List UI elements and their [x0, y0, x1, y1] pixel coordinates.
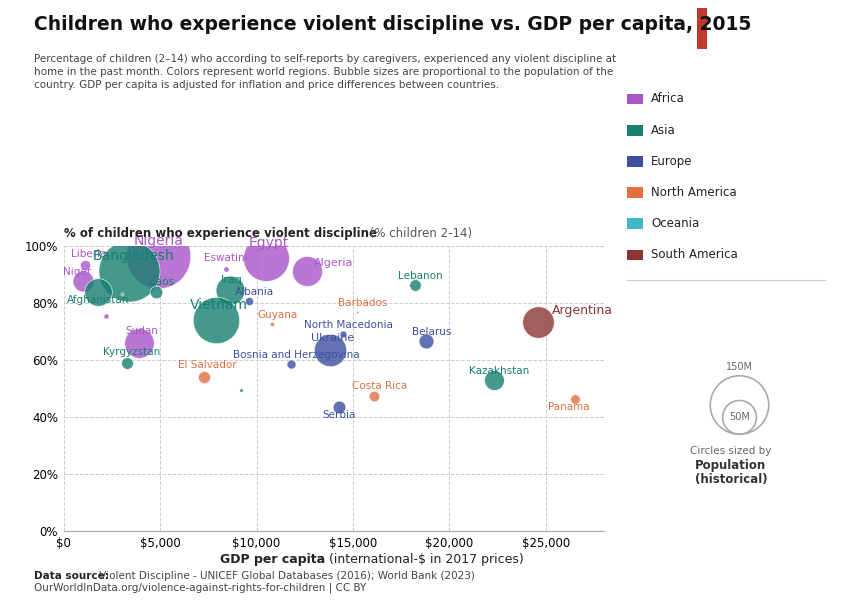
Point: [76, 276, 90, 286]
Point: [367, 391, 381, 400]
Text: Egypt: Egypt: [249, 236, 289, 250]
Text: Europe: Europe: [651, 155, 693, 168]
Text: Africa: Africa: [651, 92, 685, 106]
Text: 50M: 50M: [729, 412, 750, 422]
Text: Afghanistan: Afghanistan: [67, 295, 130, 305]
Text: El Salvador: El Salvador: [178, 359, 236, 370]
Text: GDP per capita: GDP per capita: [220, 553, 325, 566]
Text: Laos: Laos: [150, 277, 174, 287]
Text: Barbados: Barbados: [337, 298, 387, 308]
Text: home in the past month. Colors represent world regions. Bubble sizes are proport: home in the past month. Colors represent…: [34, 67, 613, 77]
Text: Oceania: Oceania: [651, 217, 700, 230]
Text: OurWorldInData.org/violence-against-rights-for-children | CC BY: OurWorldInData.org/violence-against-righ…: [34, 582, 366, 593]
Text: Sudan: Sudan: [125, 326, 158, 336]
Text: Kazakhstan: Kazakhstan: [469, 366, 530, 376]
Point: [408, 281, 422, 290]
Text: North Macedonia: North Macedonia: [304, 320, 394, 329]
Text: Percentage of children (2–14) who according to self-reports by caregivers, exper: Percentage of children (2–14) who accord…: [34, 54, 616, 64]
Point: [223, 286, 236, 295]
Point: [209, 316, 223, 325]
Text: Lebanon: Lebanon: [398, 271, 443, 281]
Point: [219, 264, 233, 274]
Text: Population: Population: [695, 459, 767, 472]
Point: [419, 337, 433, 346]
Text: (% children 2-14): (% children 2-14): [366, 227, 472, 240]
Text: Asia: Asia: [651, 124, 676, 137]
Point: [151, 251, 165, 261]
Text: Panama: Panama: [548, 402, 590, 412]
Text: North America: North America: [651, 186, 737, 199]
Point: [132, 338, 145, 347]
Text: Albania: Albania: [235, 287, 274, 296]
Point: [531, 317, 545, 326]
Text: Costa Rica: Costa Rica: [352, 382, 407, 391]
Point: [122, 266, 136, 276]
Point: [150, 287, 163, 296]
Text: South America: South America: [651, 248, 738, 262]
Text: Bosnia and Herzegovina: Bosnia and Herzegovina: [234, 350, 360, 360]
Point: [285, 359, 298, 369]
Text: Our World
in Data: Our World in Data: [734, 16, 797, 40]
Point: [259, 253, 273, 263]
Bar: [697, 8, 707, 49]
Text: Niger: Niger: [64, 266, 92, 277]
Point: [235, 385, 248, 395]
Text: Iraq: Iraq: [221, 275, 243, 284]
Point: [198, 372, 212, 382]
Text: Nigeria: Nigeria: [133, 233, 183, 248]
Text: % of children who experience violent discipline: % of children who experience violent dis…: [64, 227, 377, 240]
Text: Ukraine: Ukraine: [311, 333, 354, 343]
Text: (international-$ in 2017 prices): (international-$ in 2017 prices): [325, 553, 524, 566]
Text: Bangladesh: Bangladesh: [93, 249, 174, 263]
Text: Kyrgyzstan: Kyrgyzstan: [103, 347, 160, 357]
Text: country. GDP per capita is adjusted for inflation and price differences between : country. GDP per capita is adjusted for …: [34, 80, 499, 91]
Point: [323, 345, 337, 355]
Text: Algeria: Algeria: [314, 259, 353, 268]
Point: [99, 311, 113, 320]
Point: [115, 290, 128, 299]
Text: Belarus: Belarus: [412, 328, 451, 337]
Point: [332, 402, 346, 412]
Text: (historical): (historical): [694, 473, 768, 486]
Text: Serbia: Serbia: [323, 410, 356, 419]
Text: Children who experience violent discipline vs. GDP per capita, 2015: Children who experience violent discipli…: [34, 15, 751, 34]
Text: Argentina: Argentina: [552, 304, 613, 317]
Text: 150M: 150M: [726, 362, 753, 372]
Point: [78, 260, 92, 269]
Text: Data source:: Data source:: [34, 571, 109, 581]
Point: [242, 296, 256, 305]
Point: [265, 320, 279, 329]
Text: Liberia: Liberia: [71, 249, 107, 259]
Point: [121, 358, 134, 368]
Text: Violent Discipline - UNICEF Global Databases (2016); World Bank (2023): Violent Discipline - UNICEF Global Datab…: [96, 571, 475, 581]
Point: [92, 287, 105, 297]
Text: Vietnam: Vietnam: [190, 298, 248, 312]
Point: [337, 329, 350, 338]
Text: Eswatini: Eswatini: [204, 253, 247, 263]
Text: Circles sized by: Circles sized by: [690, 446, 772, 457]
Point: [300, 266, 314, 276]
Point: [568, 395, 581, 404]
Point: [487, 375, 501, 385]
Text: Guyana: Guyana: [258, 310, 298, 320]
Point: [350, 307, 364, 317]
